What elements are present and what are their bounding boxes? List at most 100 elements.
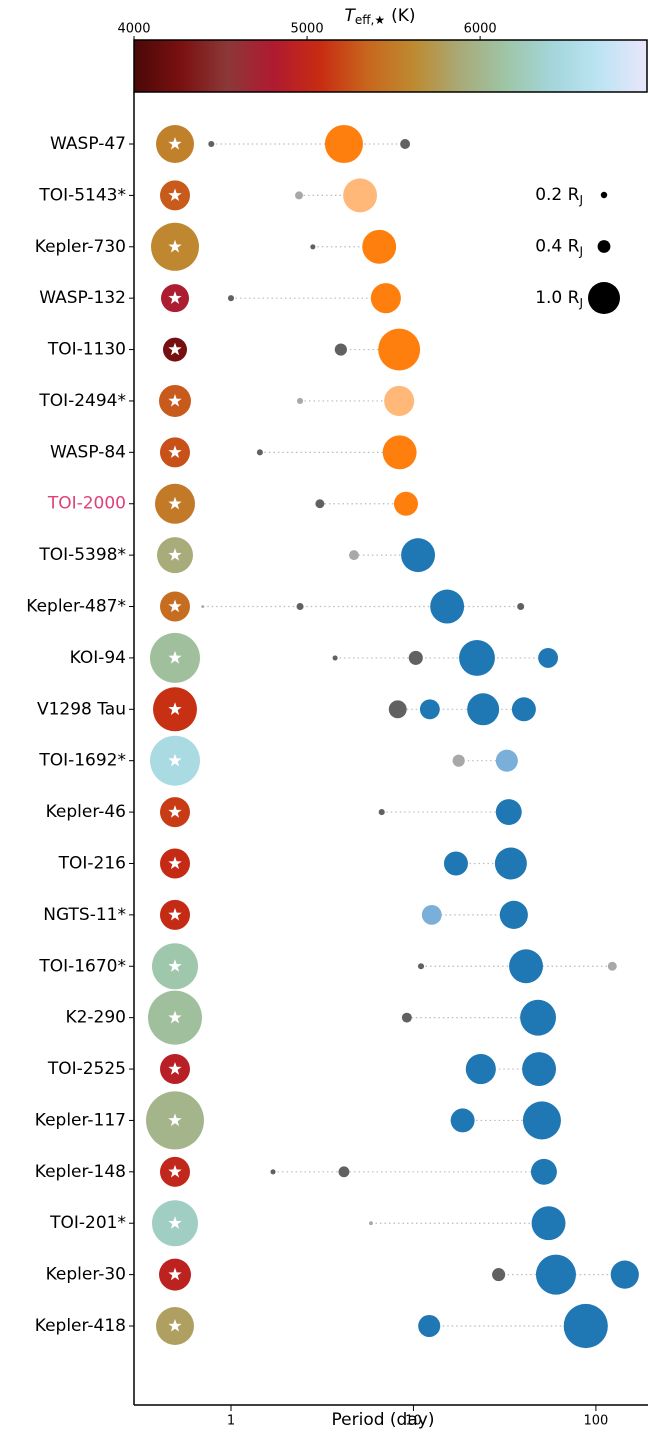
system-name: KOI-94 <box>70 648 126 668</box>
system-name: Kepler-148 <box>35 1162 126 1182</box>
system-name: TOI-5143* <box>38 185 126 205</box>
system-name: TOI-1692* <box>38 751 126 771</box>
colorbar-title-unit: (K) <box>391 6 415 26</box>
planet <box>450 1108 475 1133</box>
star-symbol <box>168 1267 182 1281</box>
system-name: K2-290 <box>65 1008 126 1028</box>
system-name: Kepler-418 <box>35 1316 126 1336</box>
system-name: TOI-2494* <box>38 391 126 411</box>
planet <box>517 603 525 611</box>
star-symbol <box>168 393 182 407</box>
star-symbol <box>168 599 182 613</box>
star-symbol <box>168 805 182 818</box>
planet <box>349 550 359 561</box>
planet <box>522 1052 557 1087</box>
x-tick-label: 100 <box>583 1414 608 1429</box>
planet <box>378 328 421 371</box>
planet <box>208 140 215 148</box>
system-name: Kepler-46 <box>46 802 126 822</box>
system-name: TOI-2000 <box>47 494 126 514</box>
planet <box>522 1101 561 1140</box>
planet <box>384 385 415 416</box>
star-symbol <box>168 1113 182 1127</box>
planet <box>418 1314 441 1338</box>
planet <box>495 799 522 826</box>
star-symbol <box>168 753 182 767</box>
planet <box>338 1166 350 1178</box>
colorbar-title: Teff,★ (K) <box>344 6 415 27</box>
colorbar-title-main: T <box>344 6 356 26</box>
planet <box>467 693 500 726</box>
system-name: TOI-1670* <box>38 956 126 976</box>
legend-label: 0.2 RJ <box>535 185 583 207</box>
planet <box>401 538 436 573</box>
star-symbol <box>168 1010 182 1024</box>
planet <box>201 605 205 608</box>
system-name: WASP-47 <box>50 134 126 154</box>
planet <box>270 1169 276 1175</box>
planet <box>332 655 338 661</box>
star-symbol <box>168 137 182 150</box>
star-symbol <box>168 496 182 510</box>
planet <box>388 700 407 719</box>
planet <box>511 697 536 722</box>
system-name: TOI-1130 <box>47 340 126 360</box>
legend-label-text: 0.4 R <box>535 237 579 257</box>
planet <box>378 809 385 816</box>
legend-label-sub: J <box>578 193 583 207</box>
planet <box>492 1268 506 1282</box>
colorbar-title-sub: eff,★ <box>355 13 385 27</box>
planet <box>334 343 347 356</box>
planet <box>417 963 425 970</box>
planet <box>256 449 263 456</box>
planet <box>369 1221 373 1226</box>
planet <box>535 1254 576 1295</box>
planet <box>400 139 411 149</box>
star-symbol <box>168 548 182 561</box>
planet <box>538 647 559 668</box>
planet <box>607 961 617 971</box>
colorbar-tick-label: 5000 <box>291 22 324 37</box>
planet <box>370 283 401 314</box>
colorbar <box>133 39 648 93</box>
star-symbol <box>168 239 182 253</box>
planet <box>401 1012 412 1023</box>
system-name: Kepler-30 <box>46 1265 126 1285</box>
planet <box>530 1158 557 1185</box>
planet <box>443 851 468 876</box>
system-name: TOI-216 <box>58 853 126 873</box>
planet <box>295 191 304 200</box>
star-symbol <box>168 1216 182 1229</box>
star-symbol <box>168 702 182 715</box>
legend-label: 1.0 RJ <box>535 288 583 310</box>
legend-label: 0.4 RJ <box>535 237 583 259</box>
planet <box>315 499 325 509</box>
legend-label-sub: J <box>578 296 583 310</box>
planet <box>520 999 556 1036</box>
system-name: WASP-84 <box>50 442 126 462</box>
star-symbol <box>168 907 182 921</box>
planet <box>494 847 527 880</box>
star-symbol <box>168 650 182 664</box>
planet <box>610 1260 639 1289</box>
planet <box>310 244 316 250</box>
system-name: V1298 Tau <box>37 699 126 719</box>
planet <box>495 749 518 772</box>
colorbar-tick-label: 4000 <box>117 22 150 37</box>
planet <box>419 699 440 720</box>
legend-label-sub: J <box>578 244 583 258</box>
planet <box>509 949 543 984</box>
system-name: TOI-2525 <box>47 1059 126 1079</box>
planet <box>362 229 397 264</box>
star-symbol <box>168 959 182 972</box>
planet <box>452 754 465 767</box>
planet <box>393 491 418 516</box>
planet <box>382 435 417 470</box>
legend-marker <box>588 282 620 314</box>
legend-marker <box>597 240 611 253</box>
planet <box>421 904 442 925</box>
system-name: Kepler-117 <box>35 1110 126 1130</box>
planet <box>499 900 528 929</box>
planet <box>563 1303 608 1349</box>
planet <box>324 124 363 164</box>
